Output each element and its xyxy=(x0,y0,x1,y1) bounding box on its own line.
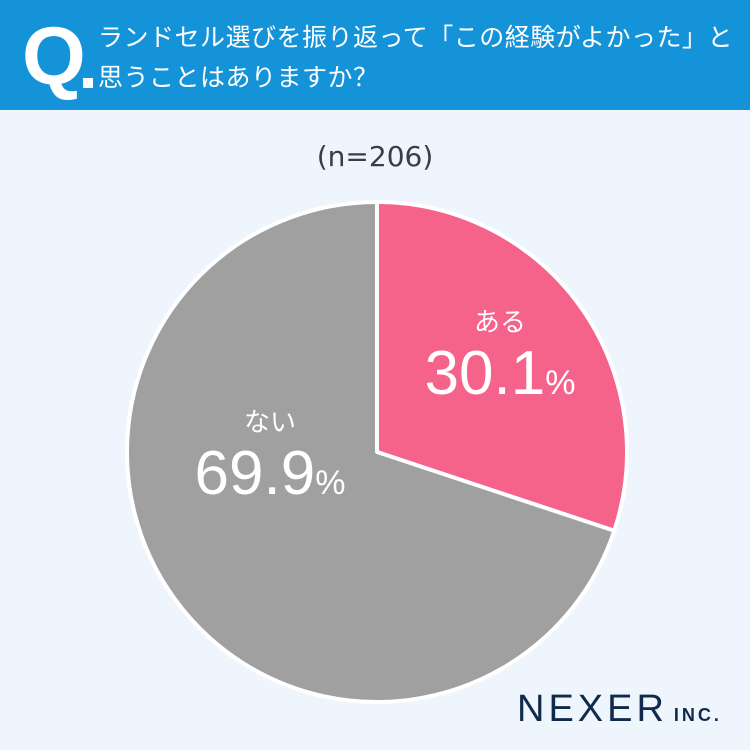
no-category: ない xyxy=(243,408,296,438)
no-value: 69.9 xyxy=(194,439,316,508)
yes-value-wrap: 30.1% xyxy=(410,338,590,419)
yes-category: ある xyxy=(473,308,526,338)
no-value-wrap: 69.9% xyxy=(170,438,370,519)
logo-name: NEXER xyxy=(517,688,668,730)
sample-size: (n=206) xyxy=(316,140,434,173)
slice-label-no: ない 69.9% xyxy=(170,408,370,519)
no-unit: % xyxy=(315,464,346,502)
pie-slice-no xyxy=(125,200,617,704)
logo-suffix: INC. xyxy=(673,705,722,725)
yes-value: 30.1 xyxy=(424,339,546,408)
question-header: Q ランドセル選びを振り返って「この経験がよかった」と思うことはありますか？ xyxy=(0,0,750,110)
question-text: ランドセル選びを振り返って「この経験がよかった」と思うことはありますか？ xyxy=(98,23,734,92)
slice-label-yes: ある 30.1% xyxy=(410,308,590,419)
q-mark: Q xyxy=(22,11,86,102)
pie-slice-yes xyxy=(375,200,629,533)
nexer-logo: NEXER INC. xyxy=(517,688,722,731)
yes-unit: % xyxy=(545,364,576,402)
q-dot-icon xyxy=(83,78,93,88)
